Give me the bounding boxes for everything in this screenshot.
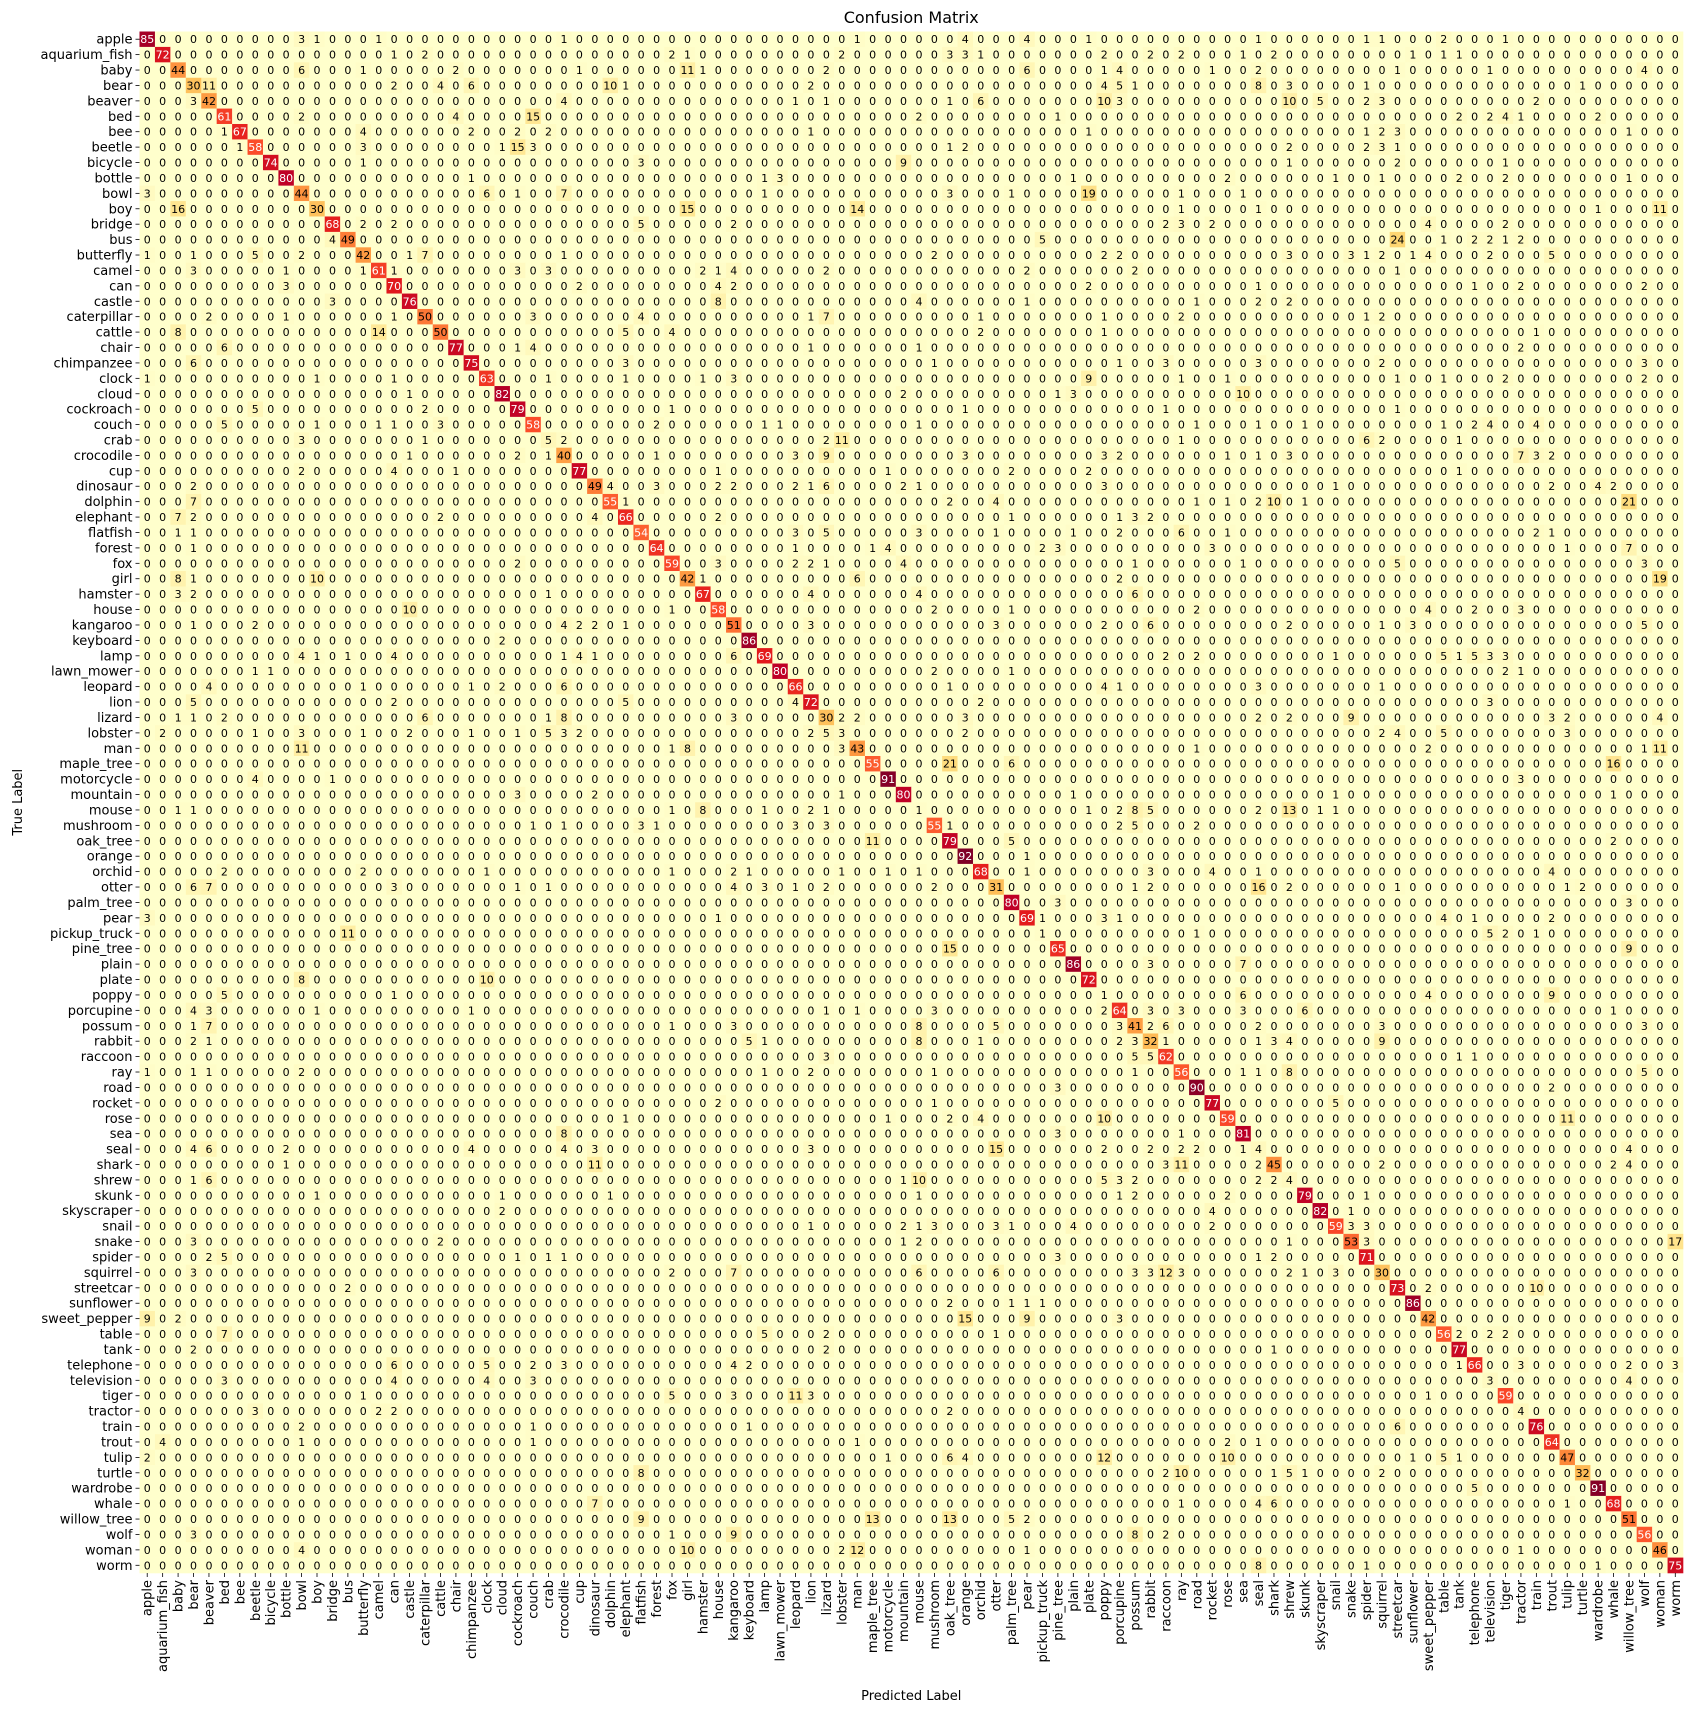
y-axis-label: True Label xyxy=(11,769,26,837)
heatmap-cells xyxy=(140,32,1684,1574)
x-axis-label: Predicted Label xyxy=(861,1689,961,1704)
chart-title: Confusion Matrix xyxy=(844,8,979,27)
